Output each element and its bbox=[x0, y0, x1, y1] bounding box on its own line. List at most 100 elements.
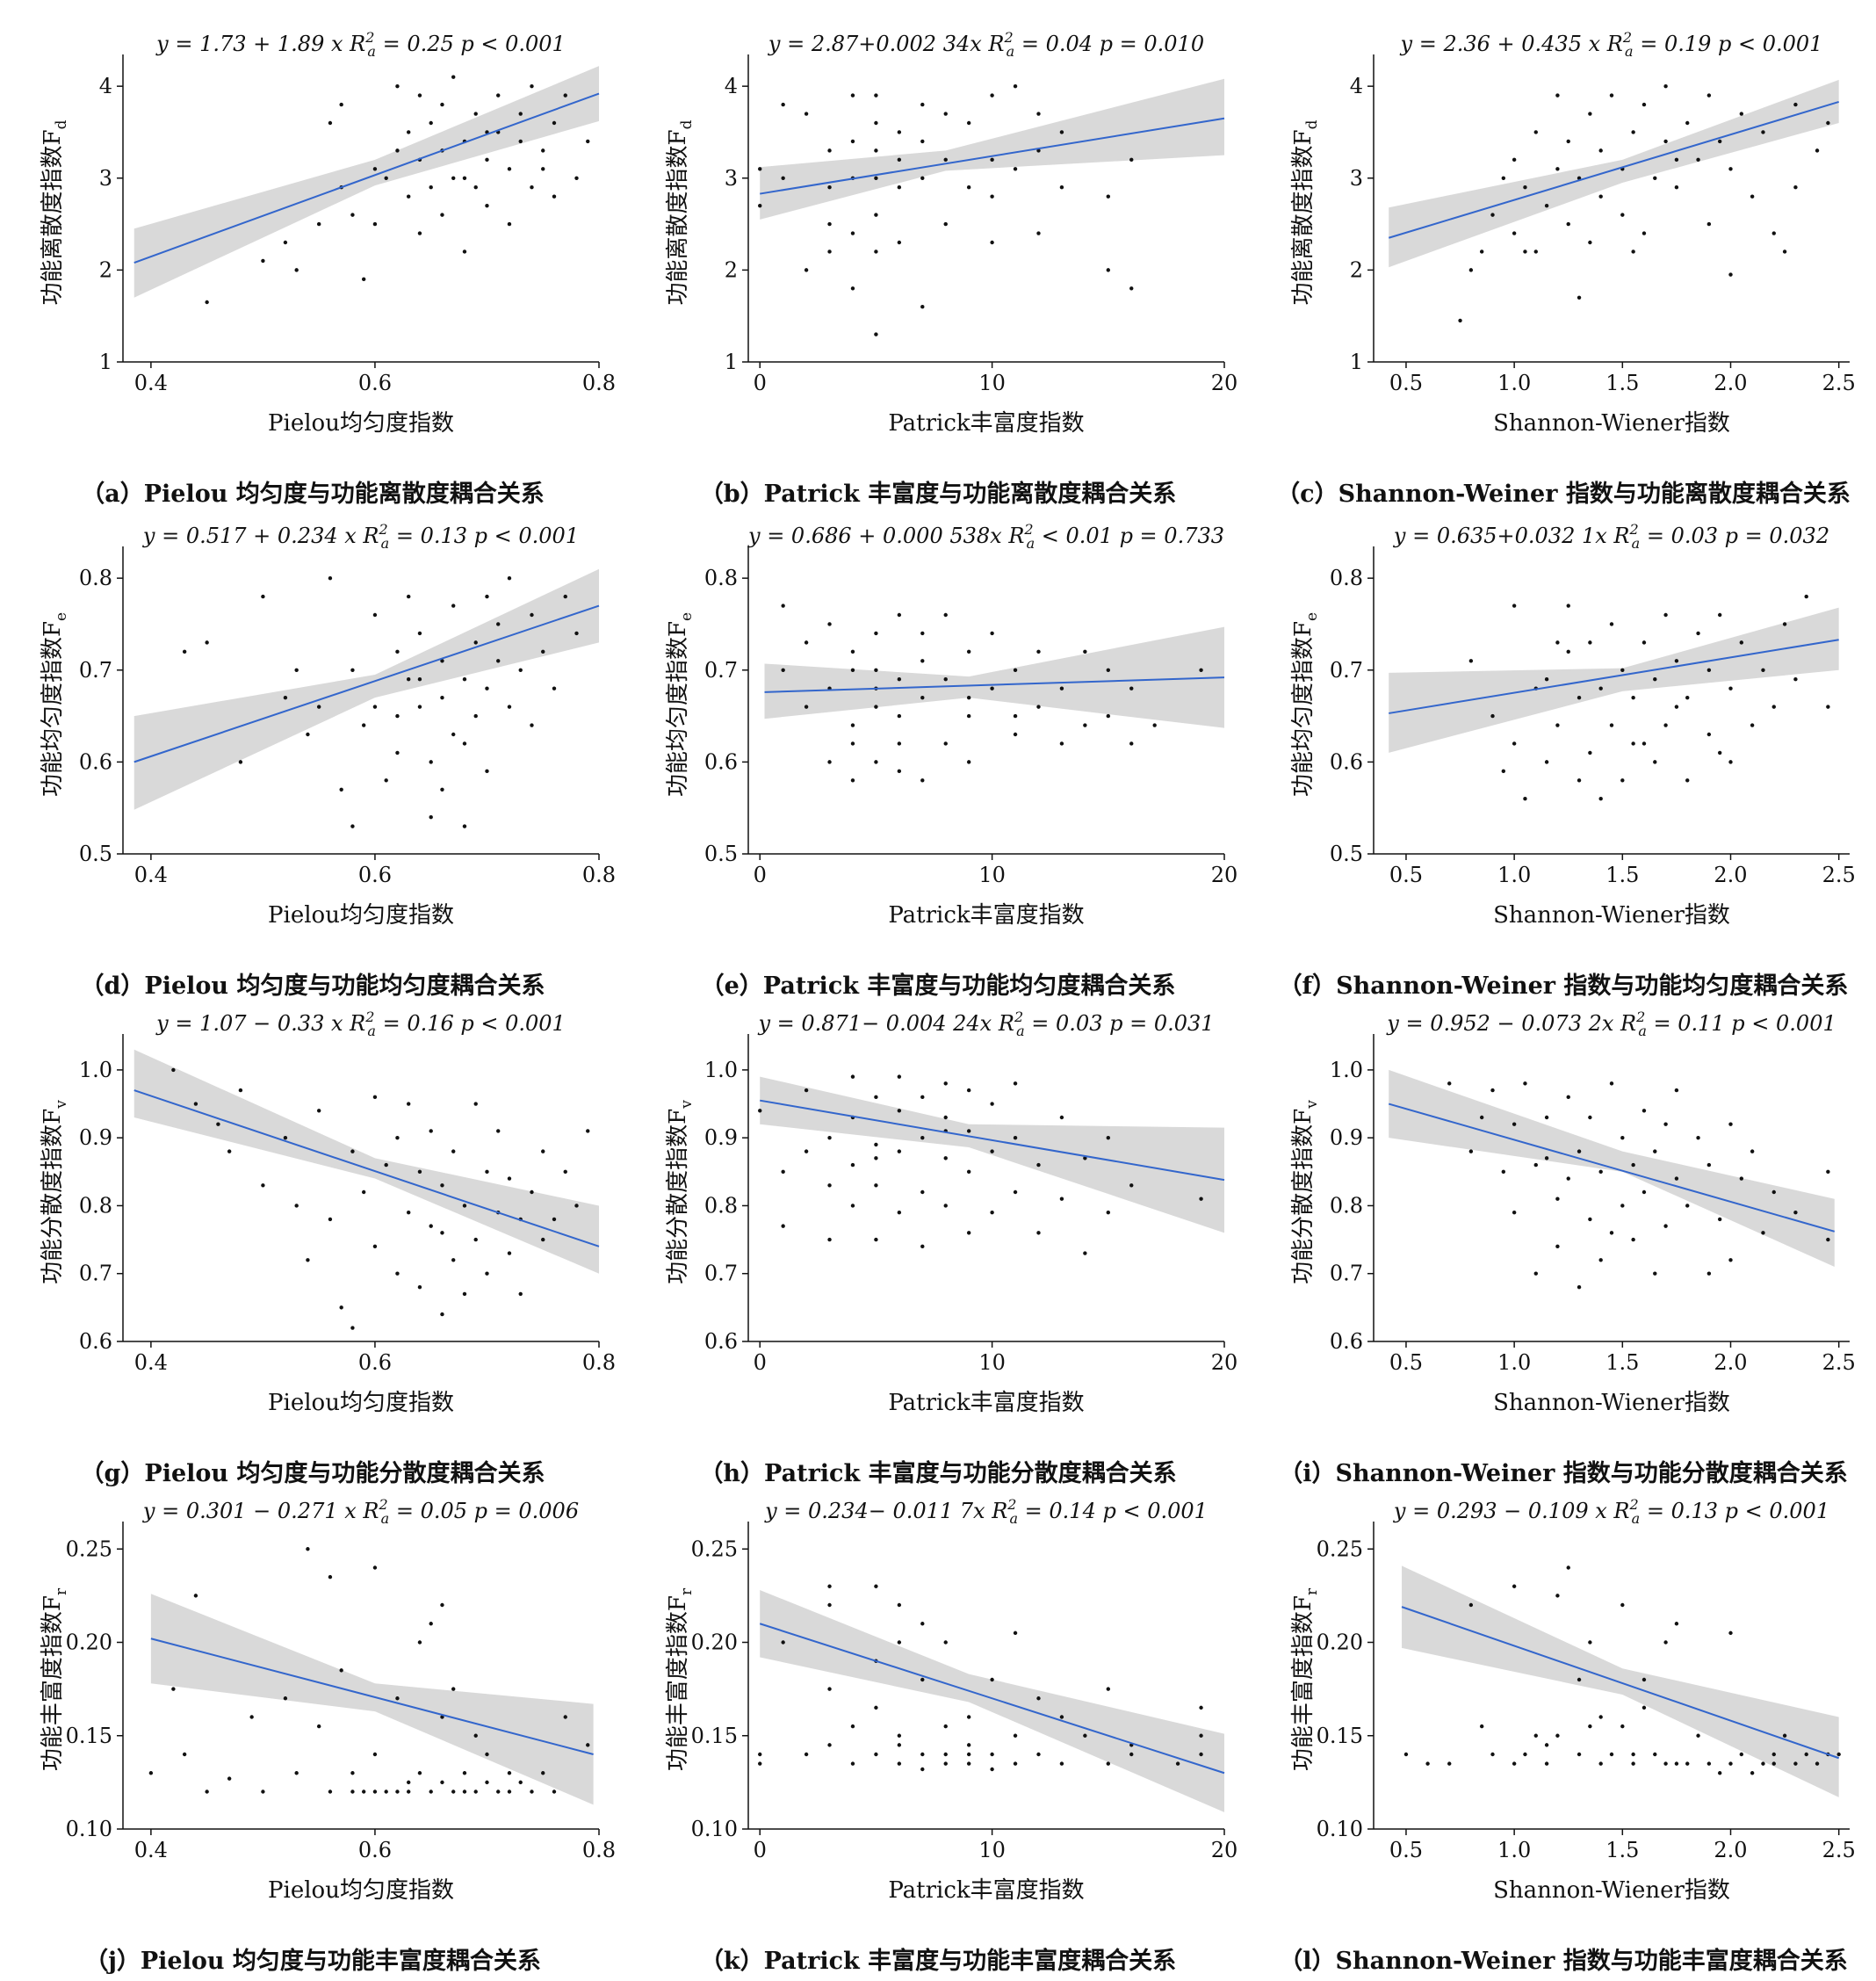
scatter-plot: 0.4 0.6 0.8 0.6 0.7 0.8 0.9 1.0 Pielou均匀度指数 功能分散度… bbox=[40, 1009, 616, 1416]
y-tick-label: 1.0 bbox=[704, 1058, 738, 1082]
regression-annotation: y = 0.517 + 0.234 x R2 a = 0.13 p < 0.001 bbox=[142, 521, 579, 552]
data-point bbox=[1577, 695, 1582, 700]
scatter-plot: 0.5 1.0 1.5 2.0 2.5 0.6 0.7 0.8 0.9 1.0 Shannon-Wi… bbox=[1290, 1009, 1856, 1416]
data-point bbox=[1533, 1162, 1538, 1168]
data-point bbox=[238, 760, 243, 764]
y-tick-label: 0.10 bbox=[66, 1817, 112, 1841]
scatter-plot: 0.4 0.6 0.8 0.5 0.6 0.7 0.8 Pielou均匀度指数 功能均匀度指数F… bbox=[40, 521, 616, 929]
data-point bbox=[1598, 194, 1603, 199]
scatter-plot: 0.4 0.6 0.8 1 2 3 4 Pielou均匀度指数 功能离散度指数Fd y = 1.7… bbox=[40, 29, 616, 437]
data-point bbox=[1199, 1733, 1203, 1738]
data-point bbox=[205, 300, 209, 305]
data-point bbox=[804, 268, 809, 272]
data-point bbox=[1013, 1081, 1018, 1086]
panel-caption: （h）Patrick 丰富度与功能分散度耦合关系 bbox=[699, 1460, 1177, 1487]
data-point bbox=[417, 705, 422, 709]
data-point bbox=[496, 1129, 501, 1133]
y-tick-label: 1 bbox=[1350, 350, 1363, 374]
data-point bbox=[1468, 659, 1474, 663]
data-point bbox=[874, 213, 878, 217]
data-point bbox=[1555, 93, 1560, 98]
data-point bbox=[1512, 1584, 1517, 1588]
data-point bbox=[943, 1081, 948, 1086]
scatter-plot: 0.5 1.0 1.5 2.0 2.5 0.10 0.15 0.20 0.25 Shannon-W… bbox=[1290, 1496, 1856, 1904]
data-point bbox=[485, 1271, 489, 1276]
data-point bbox=[1598, 797, 1603, 801]
data-point bbox=[897, 157, 902, 163]
data-point bbox=[1533, 1271, 1538, 1276]
data-point bbox=[1036, 231, 1041, 235]
data-point bbox=[897, 677, 902, 682]
y-tick-label: 0.25 bbox=[66, 1536, 112, 1561]
data-point bbox=[920, 1095, 925, 1100]
data-point bbox=[485, 157, 489, 163]
y-tick-label: 0.6 bbox=[1330, 749, 1363, 774]
data-point bbox=[966, 1129, 971, 1133]
data-point bbox=[827, 1135, 832, 1140]
data-point bbox=[1566, 1565, 1570, 1570]
data-point bbox=[990, 686, 994, 690]
data-point bbox=[920, 102, 925, 107]
data-point bbox=[1642, 1189, 1647, 1195]
data-point bbox=[1490, 1088, 1495, 1093]
data-point bbox=[966, 120, 971, 126]
data-point bbox=[781, 1169, 785, 1175]
data-point bbox=[1706, 1162, 1712, 1168]
data-point bbox=[350, 1771, 355, 1775]
data-point bbox=[473, 1237, 478, 1242]
data-point bbox=[1631, 130, 1635, 134]
data-point bbox=[496, 1789, 501, 1794]
y-tick-label: 3 bbox=[1350, 166, 1363, 191]
data-point bbox=[990, 1677, 994, 1682]
data-point bbox=[1555, 1244, 1560, 1249]
data-point bbox=[804, 640, 809, 645]
data-point bbox=[804, 705, 809, 709]
data-point bbox=[462, 1789, 467, 1794]
data-point bbox=[897, 130, 902, 134]
data-point bbox=[1555, 723, 1560, 727]
data-point bbox=[1674, 1176, 1679, 1181]
chart-panel-b: 0 10 20 1 2 3 4 Patrick丰富度指数 功能离散度指数Fd y = 2.87+0… bbox=[625, 26, 1251, 514]
data-point bbox=[1674, 659, 1679, 663]
y-tick-label: 4 bbox=[725, 74, 738, 98]
data-point bbox=[1598, 148, 1603, 153]
panel-caption: （f）Shannon-Weiner 指数与功能均匀度耦合关系 bbox=[1278, 972, 1849, 1000]
data-point bbox=[395, 1696, 400, 1701]
x-tick-label: 2.0 bbox=[1714, 1838, 1747, 1862]
data-point bbox=[1083, 1251, 1087, 1255]
data-point bbox=[541, 167, 545, 171]
scatter-plot: 0 10 20 1 2 3 4 Patrick丰富度指数 功能离散度指数Fd y = 2.87+0… bbox=[665, 29, 1237, 437]
data-point bbox=[1129, 686, 1134, 690]
data-point bbox=[966, 1715, 971, 1719]
data-point bbox=[530, 185, 534, 190]
data-point bbox=[850, 649, 855, 654]
data-point bbox=[1555, 640, 1560, 645]
data-point bbox=[804, 1752, 809, 1757]
data-point bbox=[1685, 1204, 1690, 1208]
data-point bbox=[1013, 1733, 1018, 1738]
fit-line bbox=[759, 1623, 1225, 1775]
data-point bbox=[1106, 1687, 1111, 1691]
data-point bbox=[1609, 1231, 1614, 1235]
data-point bbox=[1533, 249, 1538, 254]
data-point bbox=[350, 213, 355, 217]
data-point bbox=[1566, 221, 1570, 227]
regression-annotation: y = 1.07 − 0.33 x R2 a = 0.16 p < 0.001 bbox=[155, 1009, 566, 1039]
data-point bbox=[395, 1135, 400, 1140]
data-point bbox=[361, 723, 366, 727]
y-tick-label: 0.7 bbox=[79, 658, 112, 683]
x-axis-label: Shannon-Wiener指数 bbox=[1493, 410, 1730, 437]
confidence-band bbox=[1389, 607, 1839, 753]
y-tick-label: 2 bbox=[99, 257, 112, 282]
x-tick-label: 0.6 bbox=[358, 1838, 392, 1862]
chart-panel-f: 0.5 1.0 1.5 2.0 2.5 0.5 0.6 0.7 0.8 Shannon-Wiene… bbox=[1251, 518, 1876, 1006]
data-point bbox=[874, 1705, 878, 1710]
data-point bbox=[966, 695, 971, 700]
x-tick-label: 20 bbox=[1211, 1350, 1238, 1375]
data-point bbox=[1512, 231, 1517, 235]
data-point bbox=[1059, 686, 1064, 690]
data-point bbox=[1036, 1162, 1041, 1168]
data-point bbox=[1577, 1284, 1582, 1290]
fit-line bbox=[150, 1638, 594, 1755]
scatter-plot: 0 10 20 0.10 0.15 0.20 0.25 Patrick丰富度指数 功能丰富度指数… bbox=[665, 1496, 1237, 1904]
